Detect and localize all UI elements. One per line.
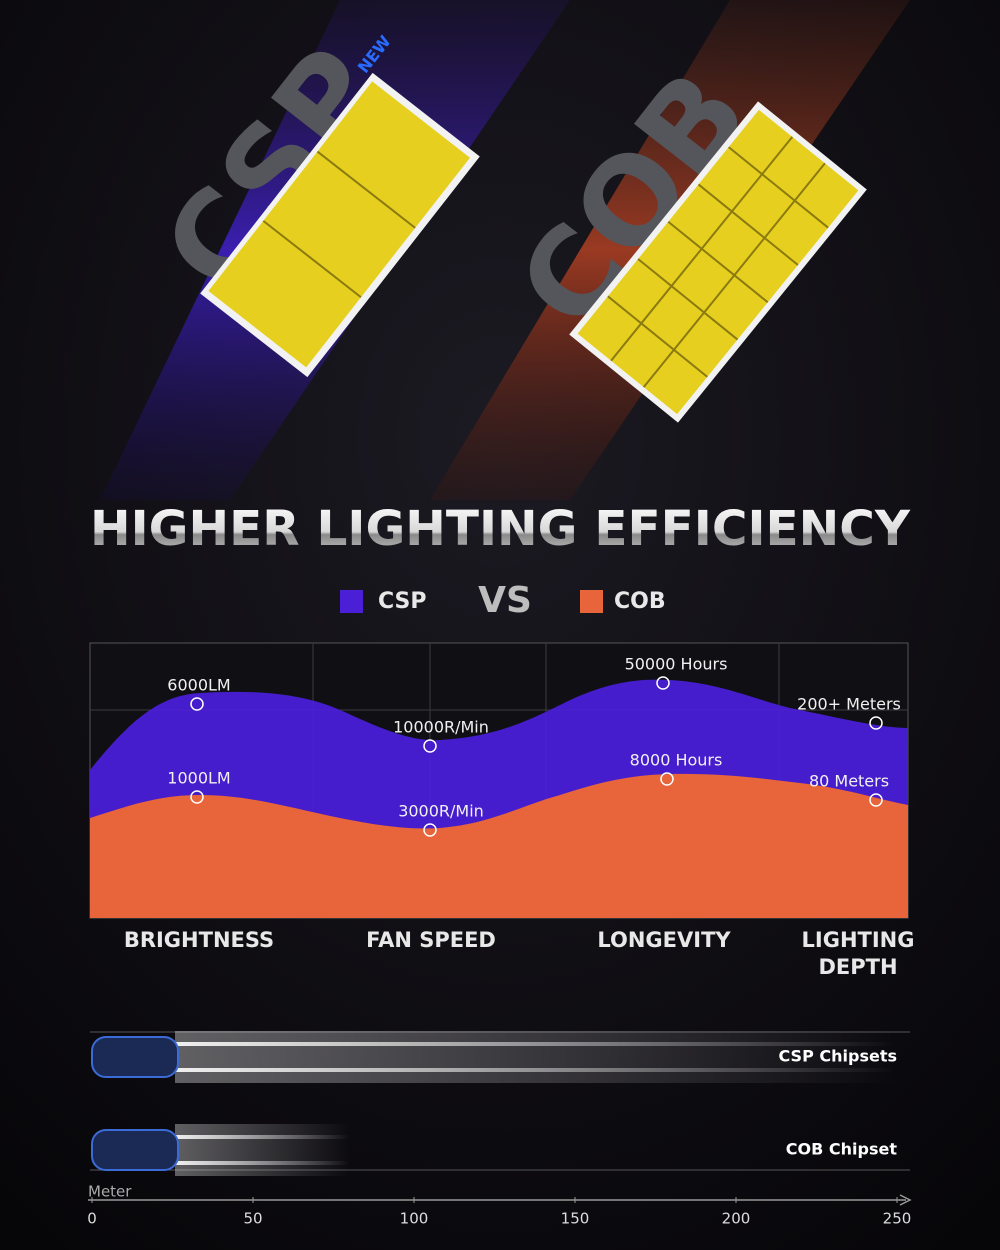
beam-line [175, 1135, 350, 1139]
beam-line [175, 1161, 350, 1165]
cob-wave [90, 773, 908, 918]
category-label: LONGEVITY [597, 928, 731, 952]
light-beam [175, 1031, 897, 1083]
point-label: 10000R/Min [393, 718, 489, 737]
legend-swatch [580, 590, 603, 613]
category-label: LIGHTING DEPTH [802, 928, 915, 979]
legend-swatch [340, 590, 363, 613]
x-tick-label: 150 [561, 1210, 590, 1228]
series-label: CSP Chipsets [779, 1047, 897, 1066]
point-label: 50000 Hours [625, 655, 728, 674]
car [91, 1129, 179, 1171]
point-label: 3000R/Min [398, 802, 484, 821]
data-point [869, 716, 883, 730]
point-label: 6000LM [167, 676, 230, 695]
point-label: 8000 Hours [630, 751, 723, 770]
axis-label: Meter [88, 1183, 132, 1201]
data-point [190, 697, 204, 711]
legend-label: COB [614, 589, 666, 614]
data-point [190, 790, 204, 804]
axis-arrow [899, 1194, 912, 1206]
beam-line [175, 1042, 897, 1046]
data-point [656, 676, 670, 690]
x-tick-label: 50 [243, 1210, 262, 1228]
legend-label: CSP [378, 589, 427, 614]
point-label: 200+ Meters [797, 695, 901, 714]
x-tick-label: 0 [87, 1210, 97, 1228]
data-point [423, 739, 437, 753]
series-label: COB Chipset [786, 1140, 898, 1159]
point-label: 1000LM [167, 769, 230, 788]
x-tick-label: 100 [400, 1210, 429, 1228]
title: HIGHER LIGHTING EFFICIENCY [90, 501, 911, 557]
csp-chip [200, 72, 480, 378]
point-label: 80 Meters [809, 772, 889, 791]
category-label: BRIGHTNESS [124, 928, 274, 952]
data-point [660, 772, 674, 786]
beam-line [175, 1068, 897, 1072]
data-point [869, 793, 883, 807]
x-tick-label: 250 [883, 1210, 912, 1228]
x-tick-label: 200 [722, 1210, 751, 1228]
light-beam [175, 1124, 350, 1176]
vs-text: VS [478, 580, 532, 621]
data-point [423, 823, 437, 837]
category-label: FAN SPEED [366, 928, 496, 952]
cob-chip [569, 101, 867, 423]
car [91, 1036, 179, 1078]
